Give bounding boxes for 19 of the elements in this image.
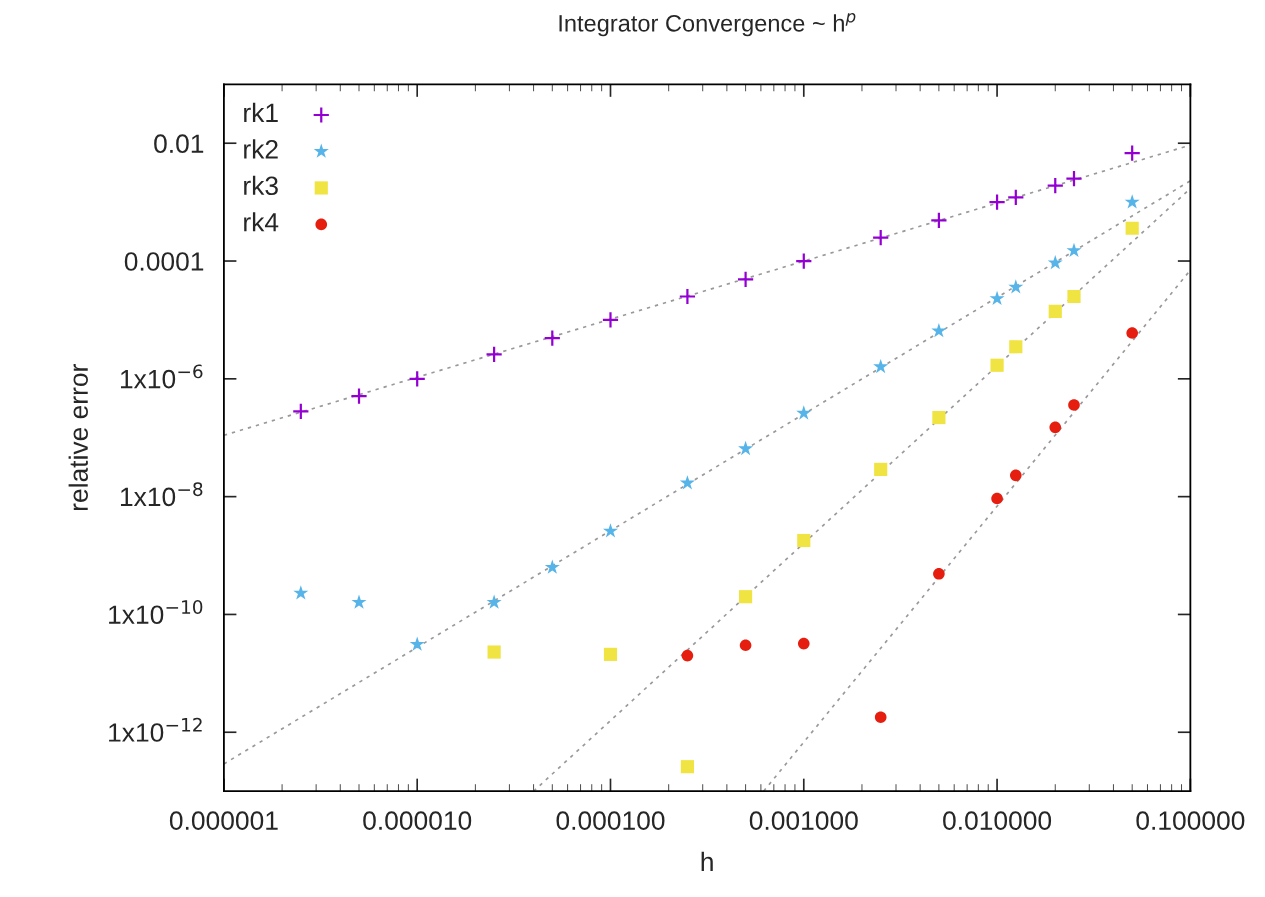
x-tick-label: 0.001000: [749, 811, 858, 830]
y-tick-label: 1x10$^{−6}$: [120, 364, 203, 389]
legend-label: rk3: [244, 175, 278, 196]
y-tick-label: 1x10$^{−10}$: [109, 599, 203, 625]
y-tick-label: 1x10$^{−12}$: [109, 717, 202, 742]
y-tick-label: 0.01: [154, 134, 204, 154]
legend-label: rk4: [244, 212, 279, 232]
y-tick-label: 1x10$^{−8}$: [120, 482, 203, 507]
x-tick-label: 0.000001: [169, 811, 278, 830]
x-tick-label: 0.000100: [556, 811, 665, 830]
legend-label: rk1: [244, 102, 278, 122]
x-tick-label: 0.100000: [1136, 811, 1245, 830]
y-axis-title: relative error: [68, 364, 88, 511]
y-tick-label: 0.0001: [124, 252, 204, 271]
x-tick-label: 0.010000: [943, 811, 1052, 830]
x-tick-label: 0.000010: [363, 811, 472, 830]
chart-title: Integrator Convergence ~ h$^{p}$: [559, 13, 856, 37]
legend-label: rk2: [244, 139, 278, 159]
x-axis-title: h: [701, 851, 713, 871]
